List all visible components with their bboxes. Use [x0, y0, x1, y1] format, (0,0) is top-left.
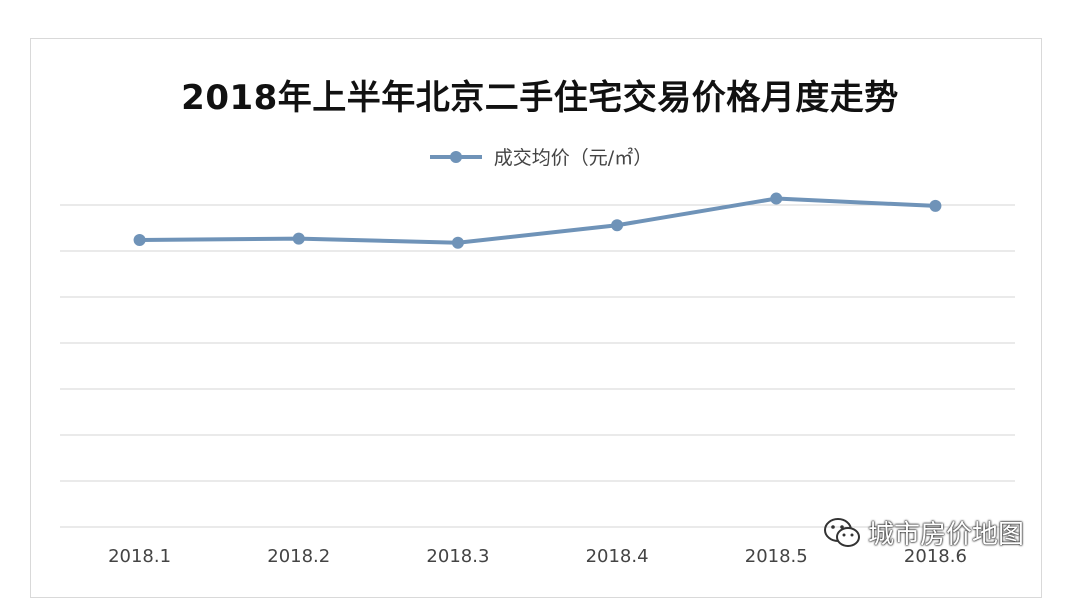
- data-point-2018.3: [451, 236, 464, 249]
- data-point-2018.4: [611, 219, 624, 232]
- chart-title: 2018年上半年北京二手住宅交易价格月度走势: [181, 78, 899, 118]
- x-tick-label: 2018.4: [586, 546, 649, 567]
- watermark: 城市房价地图: [822, 514, 1024, 551]
- legend-line-icon: [428, 147, 484, 167]
- legend-label: 成交均价（元/㎡）: [493, 147, 653, 169]
- x-tick-label: 2018.6: [904, 546, 967, 567]
- data-point-2018.2: [292, 232, 305, 245]
- x-tick-label: 2018.5: [745, 546, 808, 567]
- wechat-icon: [824, 517, 860, 547]
- chart-plot: 2018.1 2018.2 2018.3 2018.4 2018.5 2018.6: [60, 192, 1015, 567]
- data-point-2018.1: [133, 233, 146, 246]
- legend: 成交均价（元/㎡）: [0, 143, 1080, 170]
- series-line: [133, 192, 942, 249]
- chart-frame: [30, 38, 1042, 598]
- grid-lines: [60, 204, 1015, 528]
- x-tick-label: 2018.3: [426, 546, 489, 567]
- data-point-2018.6: [929, 199, 942, 212]
- data-point-2018.5: [770, 192, 783, 205]
- x-tick-label: 2018.1: [108, 546, 171, 567]
- x-tick-labels: 2018.1 2018.2 2018.3 2018.4 2018.5 2018.6: [108, 546, 967, 567]
- watermark-text: 城市房价地图: [868, 520, 1025, 550]
- series-line-path: [139, 196, 936, 245]
- x-tick-label: 2018.2: [267, 546, 330, 567]
